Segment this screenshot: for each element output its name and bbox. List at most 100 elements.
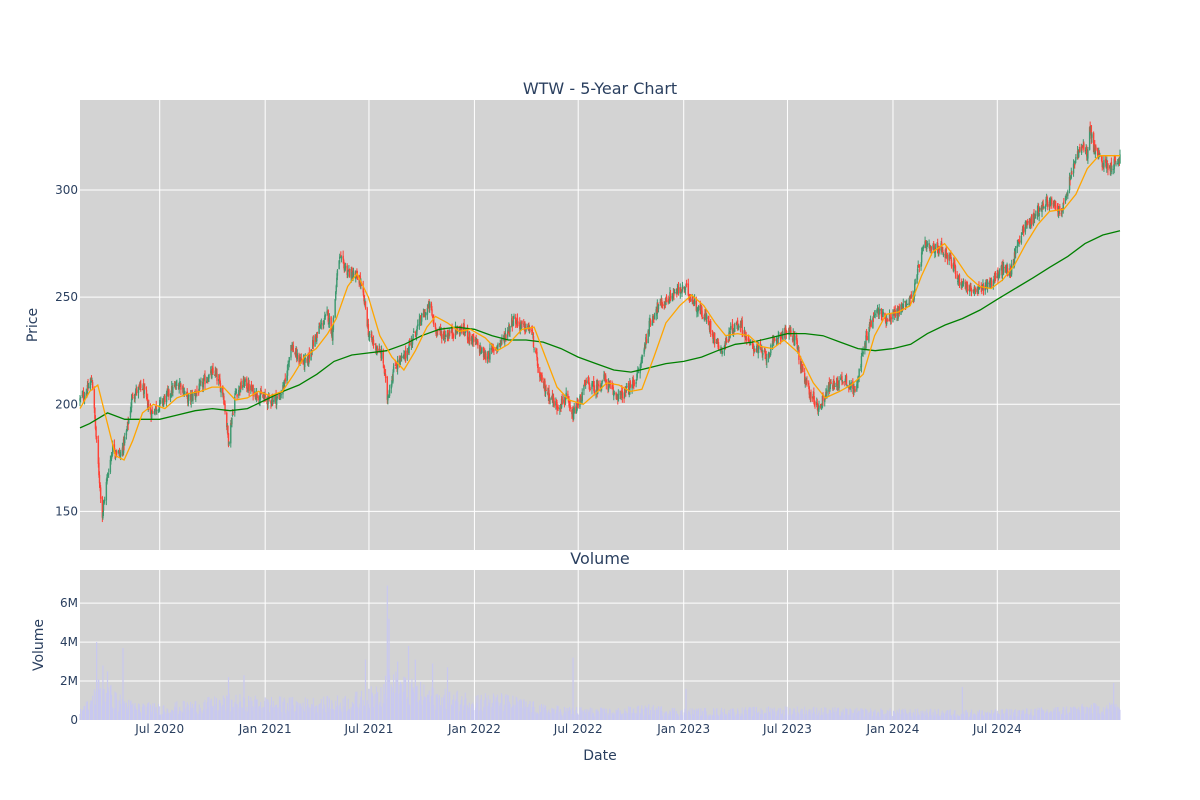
candle-body: [199, 382, 202, 384]
candle-body: [1038, 212, 1040, 217]
volume-bar: [109, 686, 111, 720]
candle-body: [312, 340, 315, 346]
volume-bar: [326, 695, 328, 720]
volume-bar: [852, 715, 854, 720]
volume-bar: [484, 693, 486, 720]
volume-bar: [155, 706, 157, 720]
candle-body: [343, 263, 345, 271]
candle-body: [145, 389, 148, 397]
candle-body: [744, 334, 747, 338]
volume-bar: [372, 696, 374, 720]
volume-bar: [834, 707, 836, 720]
candle-body: [308, 352, 311, 359]
price-plot-area: [80, 100, 1120, 550]
candle-body: [1079, 147, 1081, 152]
candle-body: [1064, 195, 1067, 202]
volume-bar: [511, 706, 513, 720]
volume-bar: [239, 694, 241, 720]
volume-bar: [973, 716, 975, 720]
volume-bar: [865, 716, 867, 720]
volume-bar: [256, 699, 258, 720]
candle-body: [283, 381, 285, 390]
volume-bar: [925, 714, 927, 720]
candle-body: [415, 333, 418, 337]
candle-body: [198, 383, 200, 392]
volume-bar: [949, 714, 951, 720]
volume-bar: [343, 706, 345, 720]
candle-body: [223, 403, 226, 405]
volume-bar: [428, 694, 430, 720]
candle-body: [94, 418, 97, 429]
volume-bar: [401, 683, 403, 720]
candle-body: [513, 315, 515, 319]
candle-body: [457, 327, 459, 329]
candle-body: [186, 391, 188, 395]
volume-bar: [829, 714, 831, 720]
candle-body: [1057, 210, 1060, 214]
candle-body: [178, 384, 180, 390]
candle-body: [174, 384, 176, 388]
price-y-axis-label: Price: [25, 308, 41, 342]
volume-bar: [884, 714, 886, 720]
candle-body: [179, 382, 182, 385]
volume-bar: [312, 712, 314, 720]
volume-bar: [491, 702, 493, 720]
volume-bar: [424, 696, 426, 720]
volume-bar: [716, 708, 718, 720]
volume-bar: [687, 710, 689, 720]
volume-bar: [725, 716, 727, 720]
volume-bar: [83, 706, 85, 720]
volume-bar: [215, 698, 217, 720]
volume-bar: [154, 707, 156, 720]
volume-bar: [957, 715, 959, 720]
candle-body: [404, 350, 407, 358]
volume-bar: [483, 706, 485, 720]
volume-bar: [565, 707, 567, 720]
volume-bar: [900, 713, 902, 720]
candle-body: [481, 347, 483, 353]
volume-bar: [949, 709, 951, 720]
volume-bar: [812, 713, 814, 720]
volume-bar: [183, 712, 185, 720]
volume-bar: [439, 711, 441, 720]
volume-bar: [1044, 712, 1046, 720]
candle-body: [821, 395, 824, 408]
volume-bar: [1011, 709, 1013, 720]
volume-bar: [765, 713, 767, 720]
volume-bar: [549, 712, 551, 720]
candle-body: [220, 387, 222, 393]
candle-body: [825, 391, 827, 398]
volume-bar: [981, 710, 983, 720]
volume-bar: [784, 706, 786, 720]
candle-body: [615, 392, 617, 396]
volume-bar: [541, 706, 543, 720]
volume-bar: [719, 714, 721, 720]
volume-bar: [170, 712, 172, 720]
volume-bar: [179, 710, 181, 720]
volume-bar: [319, 703, 321, 720]
volume-bar: [813, 711, 815, 720]
volume-bar: [259, 710, 261, 720]
volume-bar: [805, 710, 807, 720]
candle-body: [364, 301, 367, 309]
volume-bar: [664, 715, 666, 720]
volume-bar: [1034, 715, 1036, 720]
volume-bar: [328, 707, 330, 720]
volume-bar: [782, 709, 784, 720]
volume-bar: [264, 697, 266, 720]
volume-bar: [656, 707, 658, 720]
candle-body: [697, 309, 699, 313]
candle-body: [298, 355, 300, 363]
volume-bar: [857, 712, 859, 720]
volume-bar: [954, 709, 956, 720]
volume-bar: [990, 714, 992, 720]
volume-bar: [749, 708, 751, 720]
volume-bar: [717, 715, 719, 720]
candle-body: [906, 303, 908, 305]
candle-body: [1112, 168, 1115, 170]
candle-body: [150, 410, 153, 419]
candle-body: [637, 371, 640, 373]
volume-bar: [845, 709, 847, 720]
volume-bar: [360, 711, 362, 720]
x-tick-label: Jan 2022: [447, 722, 501, 736]
